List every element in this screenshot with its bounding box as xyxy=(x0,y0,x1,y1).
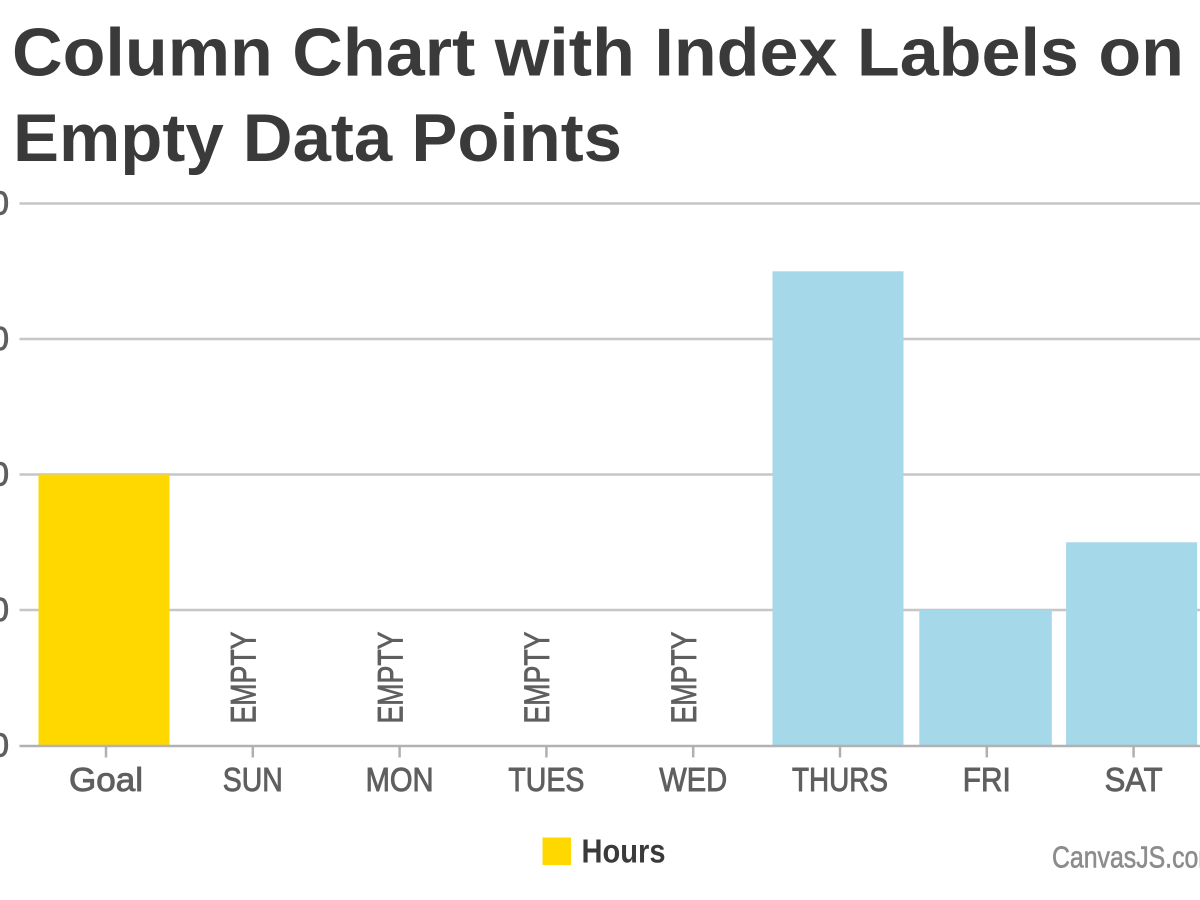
svg-text:0: 0 xyxy=(0,727,9,764)
svg-text:Goal: Goal xyxy=(69,761,143,798)
svg-text:0: 0 xyxy=(0,591,9,628)
svg-text:0: 0 xyxy=(0,185,9,222)
svg-text:EMPTY: EMPTY xyxy=(371,632,410,724)
svg-text:WED: WED xyxy=(659,761,727,798)
svg-text:SAT: SAT xyxy=(1105,761,1163,798)
svg-text:SUN: SUN xyxy=(223,761,283,798)
svg-text:THURS: THURS xyxy=(792,761,888,798)
svg-text:EMPTY: EMPTY xyxy=(225,632,264,724)
svg-text:FRI: FRI xyxy=(963,761,1011,798)
svg-text:TUES: TUES xyxy=(508,761,584,798)
svg-text:0: 0 xyxy=(0,320,9,357)
svg-text:Empty Data Points: Empty Data Points xyxy=(13,100,622,176)
svg-text:EMPTY: EMPTY xyxy=(518,632,557,724)
svg-text:0: 0 xyxy=(0,456,9,493)
svg-text:Column Chart with Index Labels: Column Chart with Index Labels on xyxy=(12,15,1184,91)
svg-text:MON: MON xyxy=(366,761,434,798)
svg-text:Hours: Hours xyxy=(582,833,666,870)
svg-text:CanvasJS.com: CanvasJS.com xyxy=(1052,840,1200,875)
svg-text:EMPTY: EMPTY xyxy=(665,632,704,724)
